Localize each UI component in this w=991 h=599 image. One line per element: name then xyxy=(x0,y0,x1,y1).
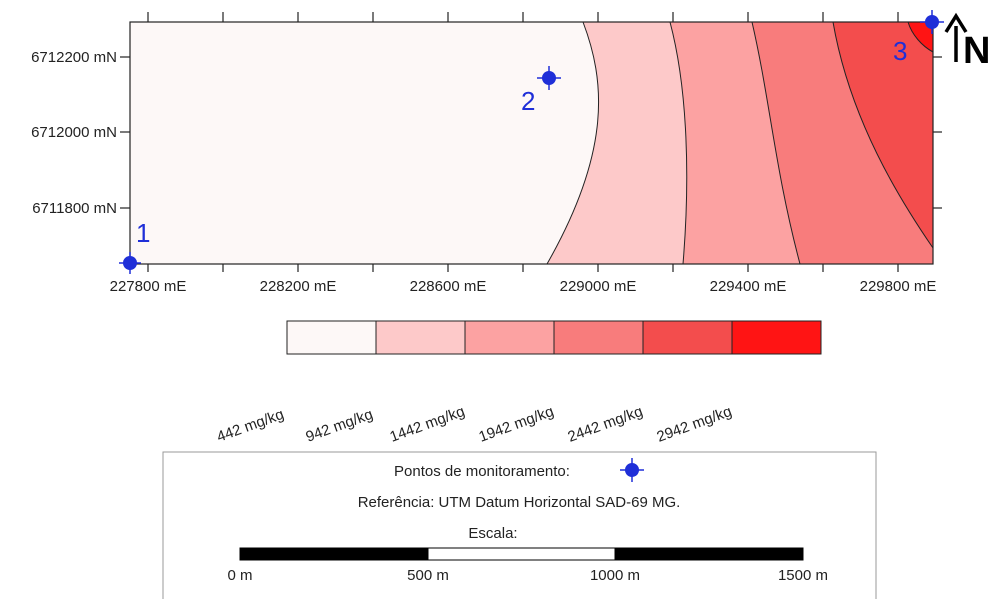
contour-line xyxy=(669,21,688,265)
legend-value-1942: 1942 mg/kg xyxy=(477,403,556,446)
monitoring-points-label: Pontos de monitoramento: xyxy=(394,463,570,480)
color-legend: 442 mg/kg 942 mg/kg 1442 mg/kg 1942 mg/k… xyxy=(215,320,822,446)
legend-value-2942: 2942 mg/kg xyxy=(655,403,734,446)
legend-value-442: 442 mg/kg xyxy=(215,406,287,446)
map-frame xyxy=(129,21,934,265)
right-ticks xyxy=(933,56,942,209)
legend-value-2442: 2442 mg/kg xyxy=(566,403,645,446)
point-label: 3 xyxy=(893,36,907,66)
contour-zone-2442 xyxy=(833,22,933,248)
point-label: 2 xyxy=(521,86,535,116)
monitoring-point-2: 2 xyxy=(521,66,561,116)
legend-swatch-1942 xyxy=(553,320,644,355)
contour-line xyxy=(546,21,600,265)
legend-swatch-442 xyxy=(286,320,377,355)
monitoring-point-3: 3 xyxy=(893,10,944,66)
contour-line xyxy=(751,21,801,265)
legend-value-1442: 1442 mg/kg xyxy=(388,403,467,446)
monitoring-point-icon xyxy=(620,458,644,482)
x-tick-label: 229000 mE xyxy=(560,278,637,295)
x-tick-label: 228200 mE xyxy=(260,278,337,295)
scale-label: 1000 m xyxy=(590,567,640,584)
y-tick-label: 6712000 mN xyxy=(31,124,117,141)
scale-segment xyxy=(239,547,429,561)
contour-zone-2942 xyxy=(908,22,933,52)
x-tick-label: 229800 mE xyxy=(860,278,937,295)
scale-segment xyxy=(427,547,616,561)
scale-label: 1500 m xyxy=(778,567,828,584)
contour-line xyxy=(832,21,934,249)
north-arrow-icon: N xyxy=(944,12,990,72)
info-box: Pontos de monitoramento: Referência: UTM… xyxy=(162,451,877,599)
monitoring-point-1: 1 xyxy=(119,218,150,274)
scale-segment xyxy=(614,547,804,561)
scale-title: Escala: xyxy=(468,525,517,542)
legend-value-942: 942 mg/kg xyxy=(304,406,376,446)
top-ticks xyxy=(147,12,899,22)
info-box-border xyxy=(162,451,877,599)
x-tick-label: 227800 mE xyxy=(110,278,187,295)
legend-swatch-1442 xyxy=(464,320,555,355)
legend-swatch-2442 xyxy=(642,320,733,355)
bottom-ticks xyxy=(147,264,899,272)
contour-line xyxy=(907,21,934,53)
x-tick-label: 228600 mE xyxy=(410,278,487,295)
legend-swatch-942 xyxy=(375,320,466,355)
point-label: 1 xyxy=(136,218,150,248)
scale-label: 500 m xyxy=(407,567,449,584)
scale-label: 0 m xyxy=(227,567,252,584)
legend-swatch-2942 xyxy=(731,320,822,355)
left-ticks xyxy=(120,56,130,209)
reference-text: Referência: UTM Datum Horizontal SAD-69 … xyxy=(358,494,681,511)
north-label: N xyxy=(963,30,990,72)
scale-bar xyxy=(239,547,804,561)
x-tick-label: 229400 mE xyxy=(710,278,787,295)
y-tick-label: 6711800 mN xyxy=(32,200,117,217)
map-plot: 6712200 mN 6712000 mN 6711800 mN 227800 … xyxy=(31,10,990,295)
y-tick-label: 6712200 mN xyxy=(31,49,117,66)
